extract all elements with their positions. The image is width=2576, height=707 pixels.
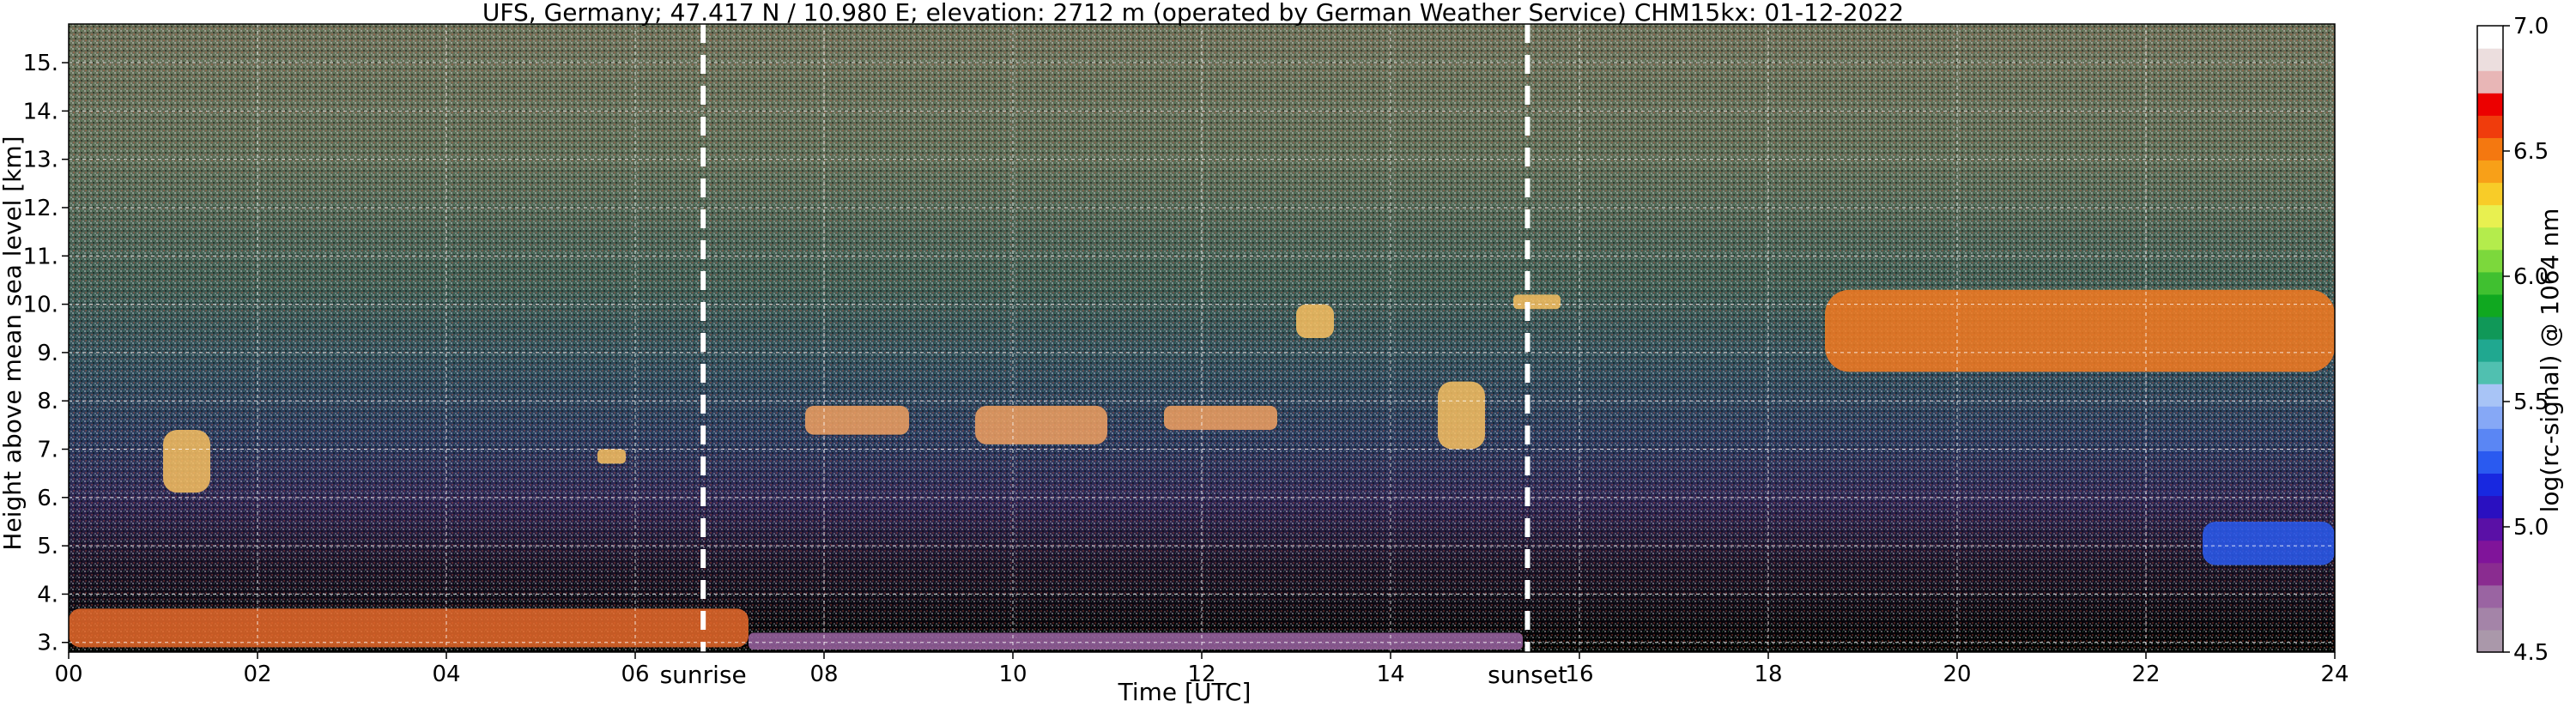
x-axis-ticks: 00 02 04 06 08 10 12 14 16 18 20 22 24 <box>54 652 2349 687</box>
colorbar-swatch <box>2477 450 2503 474</box>
y-axis-label: Height above mean sea level [km] <box>0 136 27 550</box>
y-tick-label: 14. <box>23 99 58 124</box>
colorbar-swatch <box>2477 540 2503 564</box>
colorbar: 4.5 5.0 5.5 6.0 6.5 7.0 log(rc-signal) @ 1064… <box>2476 14 2564 666</box>
colorbar-tick-label: 6.0 <box>2513 264 2549 290</box>
colorbar-swatch <box>2477 562 2503 586</box>
layer-cloud-streak-5 <box>975 405 1107 444</box>
sunrise-label: sunrise <box>660 661 747 689</box>
colorbar-swatch <box>2477 517 2503 541</box>
colorbar-swatch <box>2477 249 2503 273</box>
colorbar-swatch <box>2477 428 2503 451</box>
colorbar-tick-label: 5.0 <box>2513 515 2549 541</box>
colorbar-swatch <box>2477 584 2503 608</box>
colorbar-swatch <box>2477 70 2503 94</box>
layer-cloud-2 <box>163 429 210 493</box>
cloud-layers <box>69 289 2335 650</box>
x-tick-label: 20 <box>1943 662 1971 687</box>
colorbar-swatch <box>2477 406 2503 429</box>
y-tick-label: 3. <box>37 631 58 656</box>
colorbar-label: log(rc-signal) @ 1064 nm <box>2536 208 2564 513</box>
y-tick-label: 5. <box>37 534 58 559</box>
colorbar-swatch <box>2477 339 2503 362</box>
colorbar-swatch <box>2477 182 2503 206</box>
x-tick-label: 10 <box>998 662 1027 687</box>
x-tick-label: 08 <box>809 662 838 687</box>
colorbar-ticks: 4.5 5.0 5.5 6.0 6.5 7.0 <box>2503 14 2549 666</box>
colorbar-swatch <box>2477 48 2503 71</box>
x-tick-label: 06 <box>621 662 649 687</box>
colorbar-swatch <box>2477 160 2503 184</box>
event-lines <box>700 24 1530 652</box>
layer-cloud-3 <box>597 449 626 464</box>
colorbar-swatch <box>2477 361 2503 384</box>
y-axis-ticks: 3. 4. 5. 6. 7. 8. 9. 10. 11. 12. 13. 14. 15. <box>23 51 69 656</box>
plot-area <box>68 23 2336 653</box>
x-tick-label: 12 <box>1187 662 1215 687</box>
layer-surface-return-1 <box>749 632 1523 650</box>
layer-cloud-9 <box>1513 294 1561 310</box>
colorbar-swatch <box>2477 204 2503 228</box>
x-tick-label: 24 <box>2320 662 2349 687</box>
y-tick-label: 15. <box>23 51 58 76</box>
colorbar-swatch <box>2477 316 2503 340</box>
colorbar-swatch <box>2477 137 2503 161</box>
colorbar-tick-label: 4.5 <box>2513 640 2549 666</box>
colorbar-swatch <box>2477 115 2503 138</box>
colorbar-swatch <box>2477 629 2503 653</box>
layer-cloud-streak-4 <box>805 405 909 435</box>
colorbar-swatch <box>2477 93 2503 116</box>
y-tick-label: 6. <box>37 486 58 511</box>
x-tick-label: 22 <box>2131 662 2160 687</box>
colorbar-swatch <box>2477 293 2503 317</box>
layer-mid-cloud-11 <box>2203 521 2335 565</box>
colorbar-tick-label: 6.5 <box>2513 139 2549 165</box>
layer-cirrus-layer-10 <box>1825 289 2335 372</box>
colorbar-frame <box>2476 25 2504 653</box>
layer-cloud-streak-6 <box>1164 405 1277 430</box>
layer-low-cloud-layer-0 <box>69 608 749 648</box>
x-tick-label: 04 <box>432 662 460 687</box>
x-axis-label: Time [UTC] <box>1118 678 1252 706</box>
x-tick-label: 16 <box>1565 662 1593 687</box>
sunset-label: sunset <box>1488 661 1567 689</box>
event-labels: sunrise sunset <box>660 661 1567 689</box>
colorbar-swatch <box>2477 271 2503 295</box>
y-tick-label: 4. <box>37 582 58 607</box>
colorbar-swatches <box>2477 26 2503 653</box>
x-tick-label: 00 <box>54 662 82 687</box>
colorbar-swatch <box>2477 384 2503 407</box>
colorbar-swatch <box>2477 607 2503 631</box>
x-tick-label: 14 <box>1376 662 1404 687</box>
y-tick-label: 9. <box>37 341 58 366</box>
colorbar-swatch <box>2477 473 2503 497</box>
layer-cloud-7 <box>1438 381 1485 450</box>
layer-cloud-8 <box>1296 304 1334 338</box>
colorbar-tick-label: 7.0 <box>2513 14 2549 39</box>
chart-title: UFS, Germany; 47.417 N / 10.980 E; eleva… <box>482 0 1904 27</box>
y-tick-label: 7. <box>37 438 58 463</box>
colorbar-swatch <box>2477 495 2503 519</box>
y-tick-label: 8. <box>37 389 58 414</box>
colorbar-tick-label: 5.5 <box>2513 390 2549 415</box>
colorbar-swatch <box>2477 227 2503 251</box>
y-tick-label: 12. <box>23 196 58 221</box>
colorbar-swatch <box>2477 26 2503 49</box>
grid-lines <box>69 24 2335 652</box>
y-tick-label: 11. <box>23 244 58 269</box>
x-tick-label: 02 <box>243 662 271 687</box>
y-tick-label: 10. <box>23 293 58 318</box>
x-tick-label: 18 <box>1754 662 1782 687</box>
y-tick-label: 13. <box>23 148 58 173</box>
